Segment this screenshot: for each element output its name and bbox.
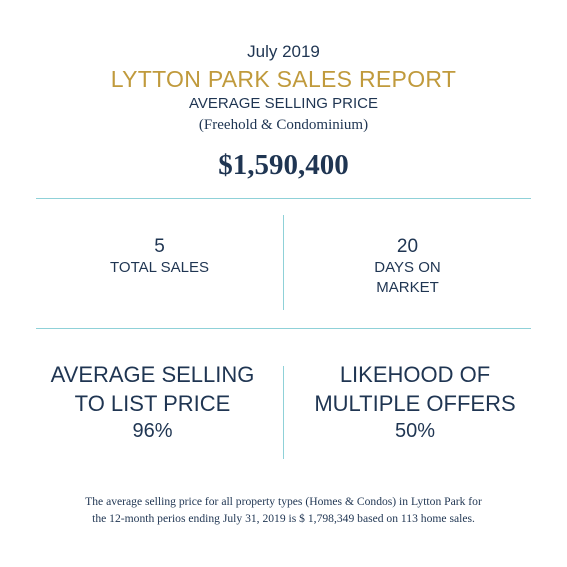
average-selling-price: $1,590,400	[218, 149, 349, 181]
days-on-market-label-line1: DAYS ON	[374, 259, 441, 276]
selling-to-list-value: 96%	[132, 420, 173, 442]
selling-to-list-label-line2: TO LIST PRICE	[74, 391, 231, 416]
stat-total-sales: 5 TOTAL SALES	[36, 236, 283, 278]
divider-middle	[36, 328, 531, 329]
footnote: The average selling price for all proper…	[0, 493, 567, 527]
report-month: July 2019	[247, 42, 320, 61]
stat-selling-to-list: AVERAGE SELLING TO LIST PRICE 96%	[22, 360, 283, 444]
divider-vertical-top	[283, 215, 284, 310]
stat-days-on-market: 20 DAYS ON MARKET	[284, 236, 531, 298]
divider-vertical-bottom	[283, 366, 284, 459]
report-subtitle: AVERAGE SELLING PRICE	[189, 95, 378, 112]
total-sales-value: 5	[154, 236, 165, 257]
days-on-market-value: 20	[396, 236, 419, 257]
selling-to-list-label-line1: AVERAGE SELLING	[50, 362, 255, 387]
footnote-line1: The average selling price for all proper…	[85, 495, 482, 508]
multiple-offers-value: 50%	[394, 420, 436, 442]
multiple-offers-label-line2: MULTIPLE OFFERS	[314, 391, 516, 416]
footnote-line2: the 12-month perios ending July 31, 2019…	[92, 512, 475, 525]
multiple-offers-label-line1: LIKEHOOD OF	[339, 362, 491, 387]
total-sales-label: TOTAL SALES	[110, 259, 209, 276]
report-subnote: (Freehold & Condominium)	[198, 117, 369, 133]
divider-top	[36, 198, 531, 199]
stat-multiple-offers: LIKEHOOD OF MULTIPLE OFFERS 50%	[284, 360, 546, 444]
days-on-market-label-line2: MARKET	[376, 279, 439, 296]
report-title: LYTTON PARK SALES REPORT	[110, 66, 457, 92]
